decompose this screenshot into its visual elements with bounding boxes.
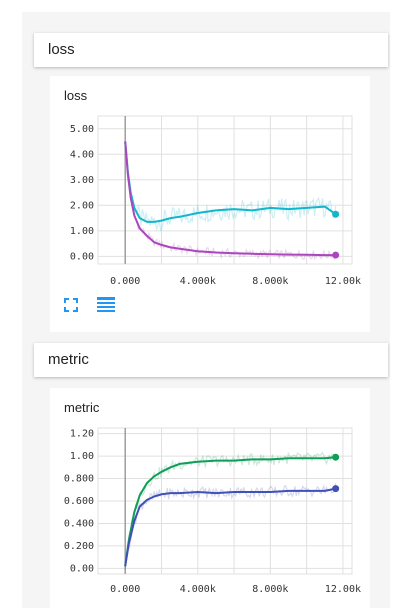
x-tick-label: 4.000k [180, 276, 216, 287]
y-tick-label: 4.00 [70, 149, 94, 160]
y-tick-label: 0.00 [70, 251, 94, 262]
loss-chart-title: loss [64, 88, 87, 103]
y-tick-label: 5.00 [70, 124, 94, 135]
series-end-point[interactable] [332, 485, 339, 492]
metric-chart-title: metric [64, 400, 99, 415]
y-tick-label: 0.200 [64, 541, 94, 552]
x-tick-label: 12.00k [325, 276, 361, 287]
x-tick-label: 8.000k [252, 584, 288, 595]
series-line[interactable] [125, 142, 336, 256]
fit-domain-icon[interactable] [64, 298, 78, 317]
metric-chart[interactable]: 0.00 0.200 0.400 0.600 0.800 1.00 1.20 0.000 4.0… [50, 424, 370, 608]
metric-section-header[interactable]: metric [34, 343, 388, 377]
x-tick-label: 0.000 [110, 584, 140, 595]
series-raw-line [125, 148, 336, 232]
data-table-icon[interactable] [96, 296, 116, 319]
x-tick-label: 0.000 [110, 276, 140, 287]
metric-chart-card: metric 0.00 0.200 0.400 0.600 0.800 1.00 1.20 0… [50, 388, 370, 608]
loss-chart-card: loss 0.00 1.00 2.00 3.00 4.00 5.00 0.000 4.000k… [50, 76, 370, 332]
y-tick-label: 0.800 [64, 474, 94, 485]
series-line[interactable] [125, 457, 336, 566]
loss-section-title: loss [48, 41, 75, 58]
y-tick-label: 1.20 [70, 429, 94, 440]
metric-section-title: metric [48, 351, 89, 368]
series-end-point[interactable] [332, 454, 339, 461]
y-tick-label: 0.400 [64, 518, 94, 529]
loss-section-header[interactable]: loss [34, 33, 388, 67]
x-tick-label: 8.000k [252, 276, 288, 287]
x-tick-label: 12.00k [325, 584, 361, 595]
y-tick-label: 0.600 [64, 496, 94, 507]
y-tick-label: 2.00 [70, 200, 94, 211]
y-tick-label: 1.00 [70, 451, 94, 462]
y-tick-label: 0.00 [70, 563, 94, 574]
loss-chart[interactable]: 0.00 1.00 2.00 3.00 4.00 5.00 0.000 4.000k 8.000… [50, 112, 370, 312]
series-line[interactable] [125, 489, 336, 566]
x-tick-label: 4.000k [180, 584, 216, 595]
series-end-point[interactable] [332, 211, 339, 218]
series-raw-line [125, 453, 336, 569]
y-tick-label: 3.00 [70, 175, 94, 186]
y-tick-label: 1.00 [70, 226, 94, 237]
series-raw-line [125, 144, 336, 259]
series-end-point[interactable] [332, 252, 339, 259]
plot-border [98, 116, 352, 264]
